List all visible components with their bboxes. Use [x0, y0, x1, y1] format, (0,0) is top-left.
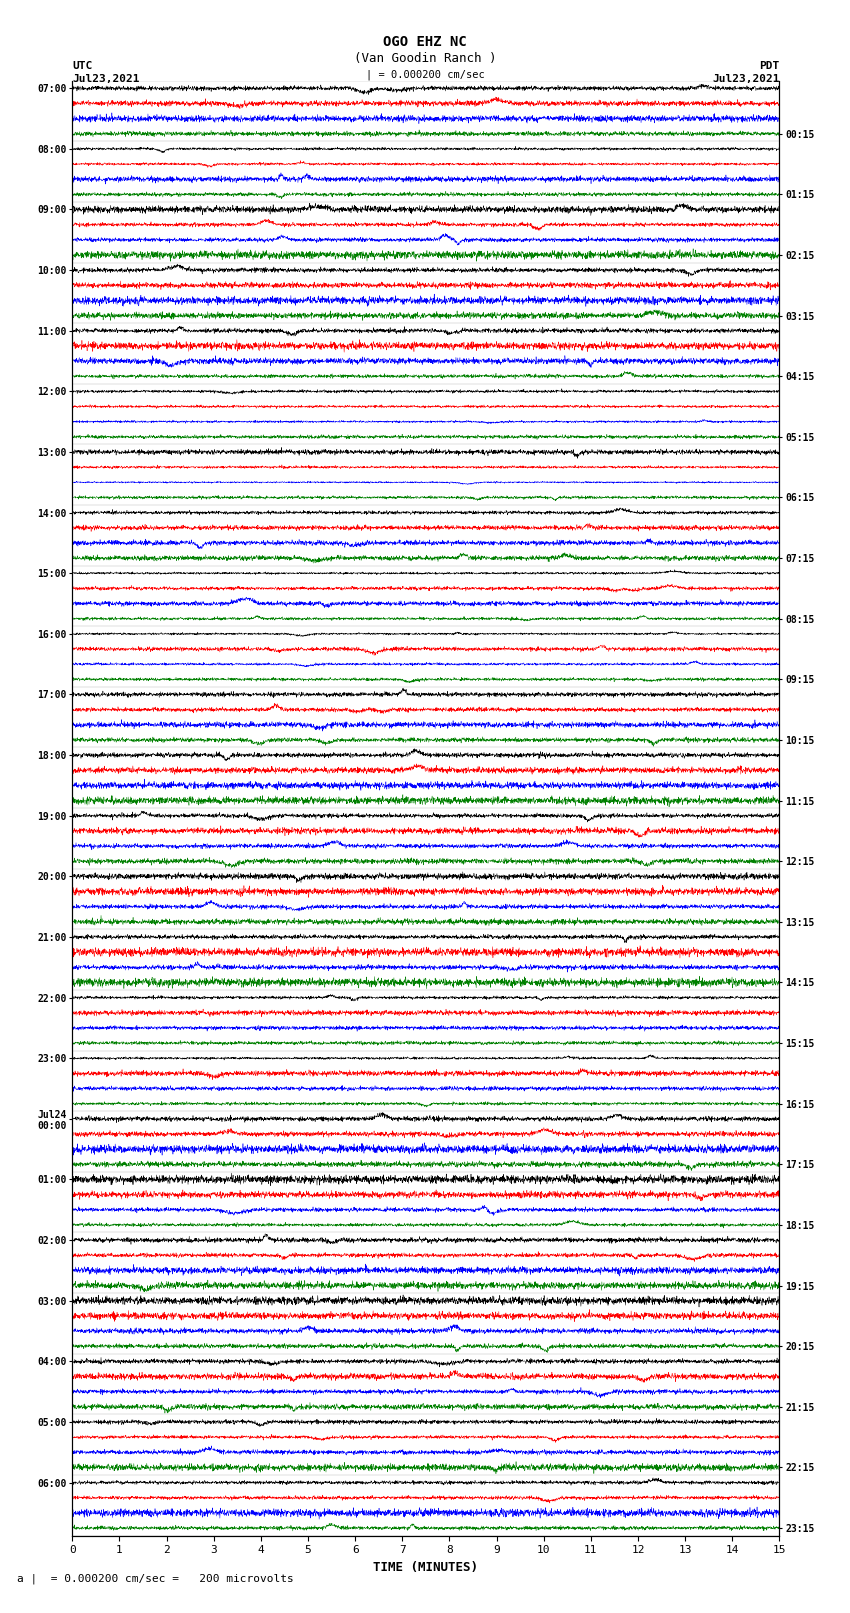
Text: | = 0.000200 cm/sec: | = 0.000200 cm/sec [366, 69, 484, 81]
X-axis label: TIME (MINUTES): TIME (MINUTES) [373, 1561, 479, 1574]
Text: a |  = 0.000200 cm/sec =   200 microvolts: a | = 0.000200 cm/sec = 200 microvolts [17, 1573, 294, 1584]
Text: PDT: PDT [759, 61, 779, 71]
Text: UTC: UTC [72, 61, 93, 71]
Text: Jul23,2021: Jul23,2021 [72, 74, 139, 84]
Text: Jul23,2021: Jul23,2021 [712, 74, 779, 84]
Text: OGO EHZ NC: OGO EHZ NC [383, 35, 467, 50]
Text: (Van Goodin Ranch ): (Van Goodin Ranch ) [354, 52, 496, 65]
